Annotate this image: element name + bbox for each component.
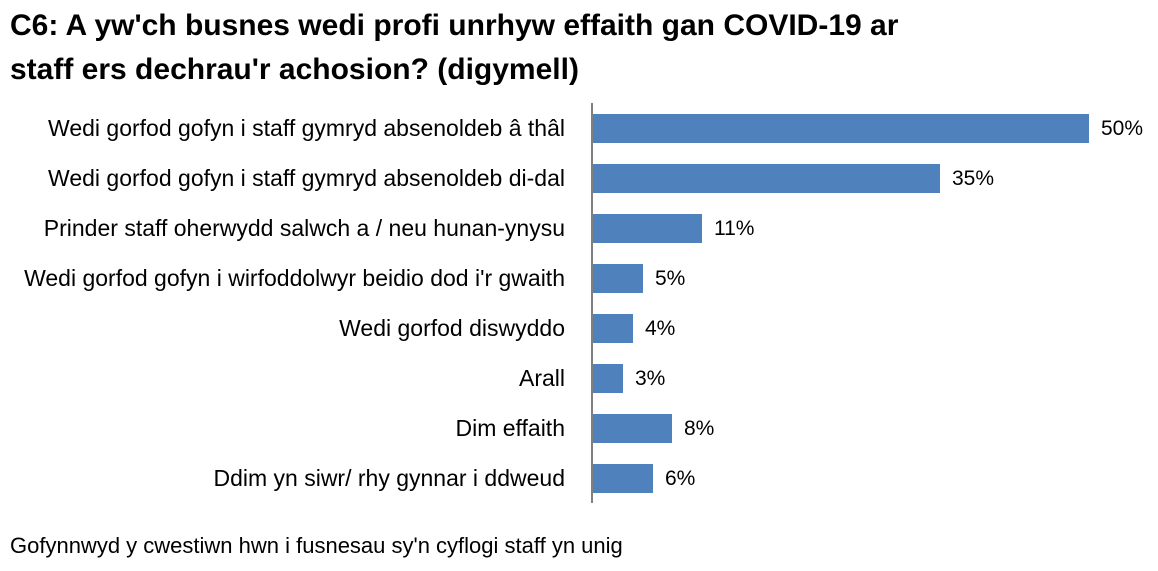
- bar-row: Dim effaith 8%: [0, 414, 1158, 443]
- category-label: Wedi gorfod gofyn i staff gymryd absenol…: [48, 115, 565, 141]
- bar-row: Prinder staff oherwydd salwch a / neu hu…: [0, 214, 1158, 243]
- bar: [593, 464, 653, 493]
- value-label: 6%: [665, 466, 696, 490]
- bar-row: Ddim yn siwr/ rhy gynnar i ddweud 6%: [0, 464, 1158, 493]
- chart-title-line-1: C6: A yw'ch busnes wedi profi unrhyw eff…: [10, 9, 899, 42]
- bar: [593, 114, 1089, 143]
- value-label: 11%: [714, 216, 755, 240]
- value-label: 3%: [635, 366, 666, 390]
- category-label: Ddim yn siwr/ rhy gynnar i ddweud: [213, 465, 565, 491]
- bar: [593, 164, 940, 193]
- bar-row: Arall 3%: [0, 364, 1158, 393]
- bar: [593, 214, 702, 243]
- category-label: Wedi gorfod gofyn i wirfoddolwyr beidio …: [24, 265, 565, 291]
- bar: [593, 264, 643, 293]
- category-label: Prinder staff oherwydd salwch a / neu hu…: [43, 215, 565, 241]
- bar: [593, 314, 633, 343]
- bar-row: Wedi gorfod diswyddo 4%: [0, 314, 1158, 343]
- category-label: Wedi gorfod gofyn i staff gymryd absenol…: [48, 165, 565, 191]
- y-axis-line: [591, 103, 593, 503]
- bar: [593, 364, 623, 393]
- bar: [593, 414, 672, 443]
- value-label: 5%: [655, 266, 686, 290]
- bar-row: Wedi gorfod gofyn i staff gymryd absenol…: [0, 114, 1158, 143]
- category-label: Dim effaith: [455, 415, 565, 441]
- category-label: Wedi gorfod diswyddo: [339, 315, 565, 341]
- value-label: 50%: [1101, 116, 1144, 140]
- value-label: 8%: [684, 416, 715, 440]
- chart-title-line-2: staff ers dechrau'r achosion? (digymell): [10, 53, 579, 86]
- bar-row: Wedi gorfod gofyn i wirfoddolwyr beidio …: [0, 264, 1158, 293]
- category-label: Arall: [518, 365, 565, 391]
- chart-title: C6: A yw'ch busnes wedi profi unrhyw eff…: [10, 4, 898, 92]
- chart-footnote: Gofynnwyd y cwestiwn hwn i fusnesau sy'n…: [10, 533, 623, 558]
- value-label: 4%: [645, 316, 676, 340]
- bar-row: Wedi gorfod gofyn i staff gymryd absenol…: [0, 164, 1158, 193]
- value-label: 35%: [952, 166, 995, 190]
